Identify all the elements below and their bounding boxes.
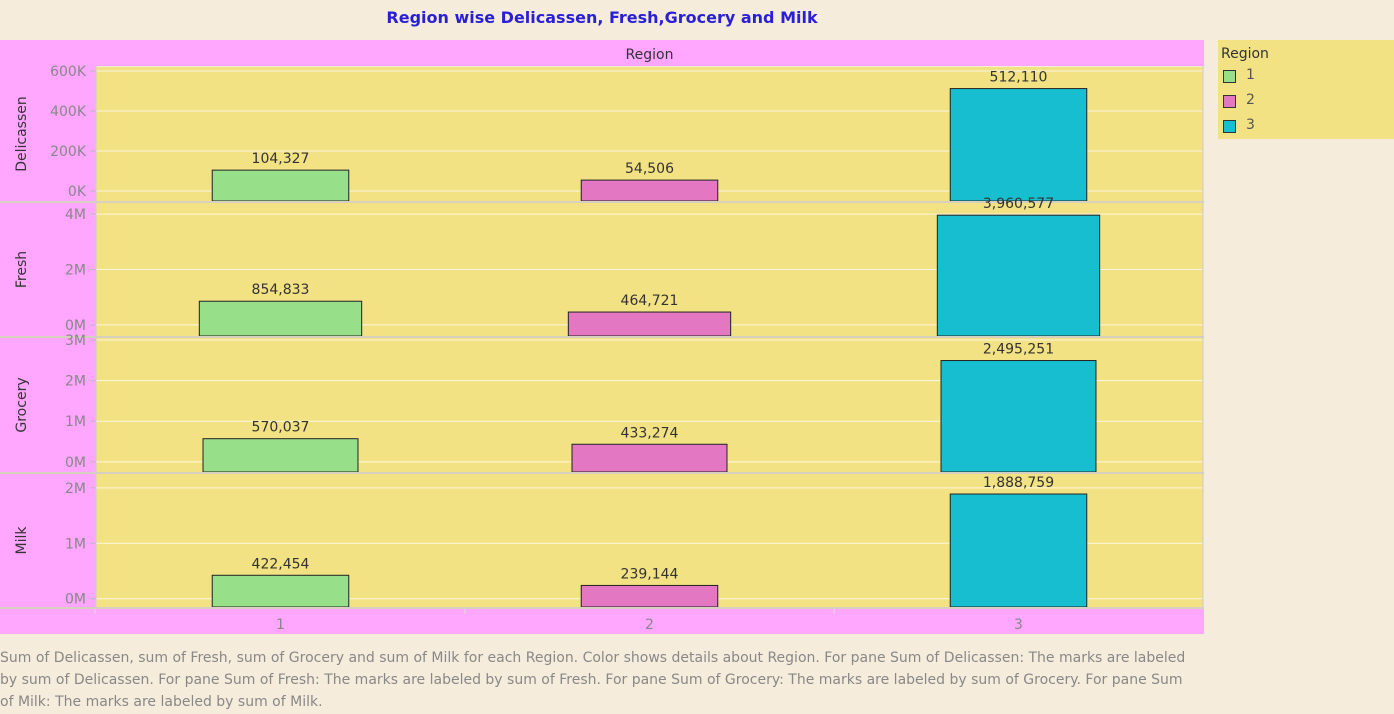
legend-swatch	[1223, 95, 1236, 108]
data-label: 433,274	[621, 425, 679, 441]
y-tick-label: 3M	[65, 333, 86, 349]
y-tick-label: 4M	[65, 207, 86, 223]
data-label: 1,888,759	[983, 475, 1054, 491]
bar-grocery-region-3	[940, 360, 1097, 473]
bar-fresh-region-1	[198, 300, 363, 337]
bar-delicassen-region-2	[580, 179, 719, 202]
data-label: 54,506	[625, 161, 674, 177]
column-header-band	[0, 40, 1204, 66]
bar-fresh-region-3	[936, 214, 1101, 337]
data-label: 570,037	[252, 420, 310, 436]
column-header-label: Region	[626, 47, 674, 63]
chart-title: Region wise Delicassen, Fresh,Grocery an…	[386, 8, 818, 27]
data-label: 464,721	[621, 293, 679, 309]
bar-grocery-region-2	[571, 443, 728, 473]
y-tick-label: 0M	[65, 592, 86, 608]
legend-swatch	[1223, 120, 1236, 133]
legend[interactable]: Region 1 2 3	[1218, 40, 1394, 139]
bar-delicassen-region-3	[949, 88, 1088, 202]
bar-milk-region-1	[211, 574, 350, 608]
y-tick-label: 1M	[65, 414, 86, 430]
x-tick-label: 3	[1014, 617, 1023, 633]
y-tick-label: 0M	[65, 318, 86, 334]
data-label: 239,144	[621, 566, 679, 582]
data-label: 422,454	[252, 556, 310, 572]
row-header-delicassen: Delicassen	[14, 96, 30, 172]
data-label: 512,110	[990, 70, 1048, 86]
y-tick-label: 200K	[50, 144, 87, 160]
bar-delicassen-region-1	[211, 169, 350, 202]
legend-swatch	[1223, 70, 1236, 83]
legend-title: Region	[1221, 46, 1269, 62]
row-header-milk: Milk	[14, 526, 30, 555]
x-axis-band	[0, 608, 1204, 634]
bar-milk-region-2	[580, 584, 719, 608]
y-tick-label: 400K	[50, 104, 87, 120]
data-label: 854,833	[252, 282, 310, 298]
bar-fresh-region-2	[567, 311, 732, 337]
y-tick-label: 0K	[68, 184, 87, 200]
row-header-grocery: Grocery	[14, 377, 30, 432]
data-label: 3,960,577	[983, 196, 1054, 212]
x-tick-label: 1	[276, 617, 285, 633]
y-tick-label: 0M	[65, 455, 86, 471]
legend-label: 2	[1246, 92, 1255, 108]
y-tick-label: 2M	[65, 374, 86, 390]
y-tick-label: 2M	[65, 263, 86, 279]
x-tick-label: 2	[645, 617, 654, 633]
y-tick-label: 1M	[65, 536, 86, 552]
data-label: 2,495,251	[983, 342, 1054, 358]
legend-label: 1	[1246, 67, 1255, 83]
bar-milk-region-3	[949, 493, 1088, 608]
legend-label: 3	[1246, 117, 1255, 133]
row-header-fresh: Fresh	[14, 251, 30, 288]
data-label: 104,327	[252, 151, 310, 167]
y-tick-label: 600K	[50, 64, 87, 80]
y-tick-label: 2M	[65, 481, 86, 497]
chart-caption: Sum of Delicassen, sum of Fresh, sum of …	[0, 650, 1186, 710]
bar-grocery-region-1	[202, 438, 359, 473]
